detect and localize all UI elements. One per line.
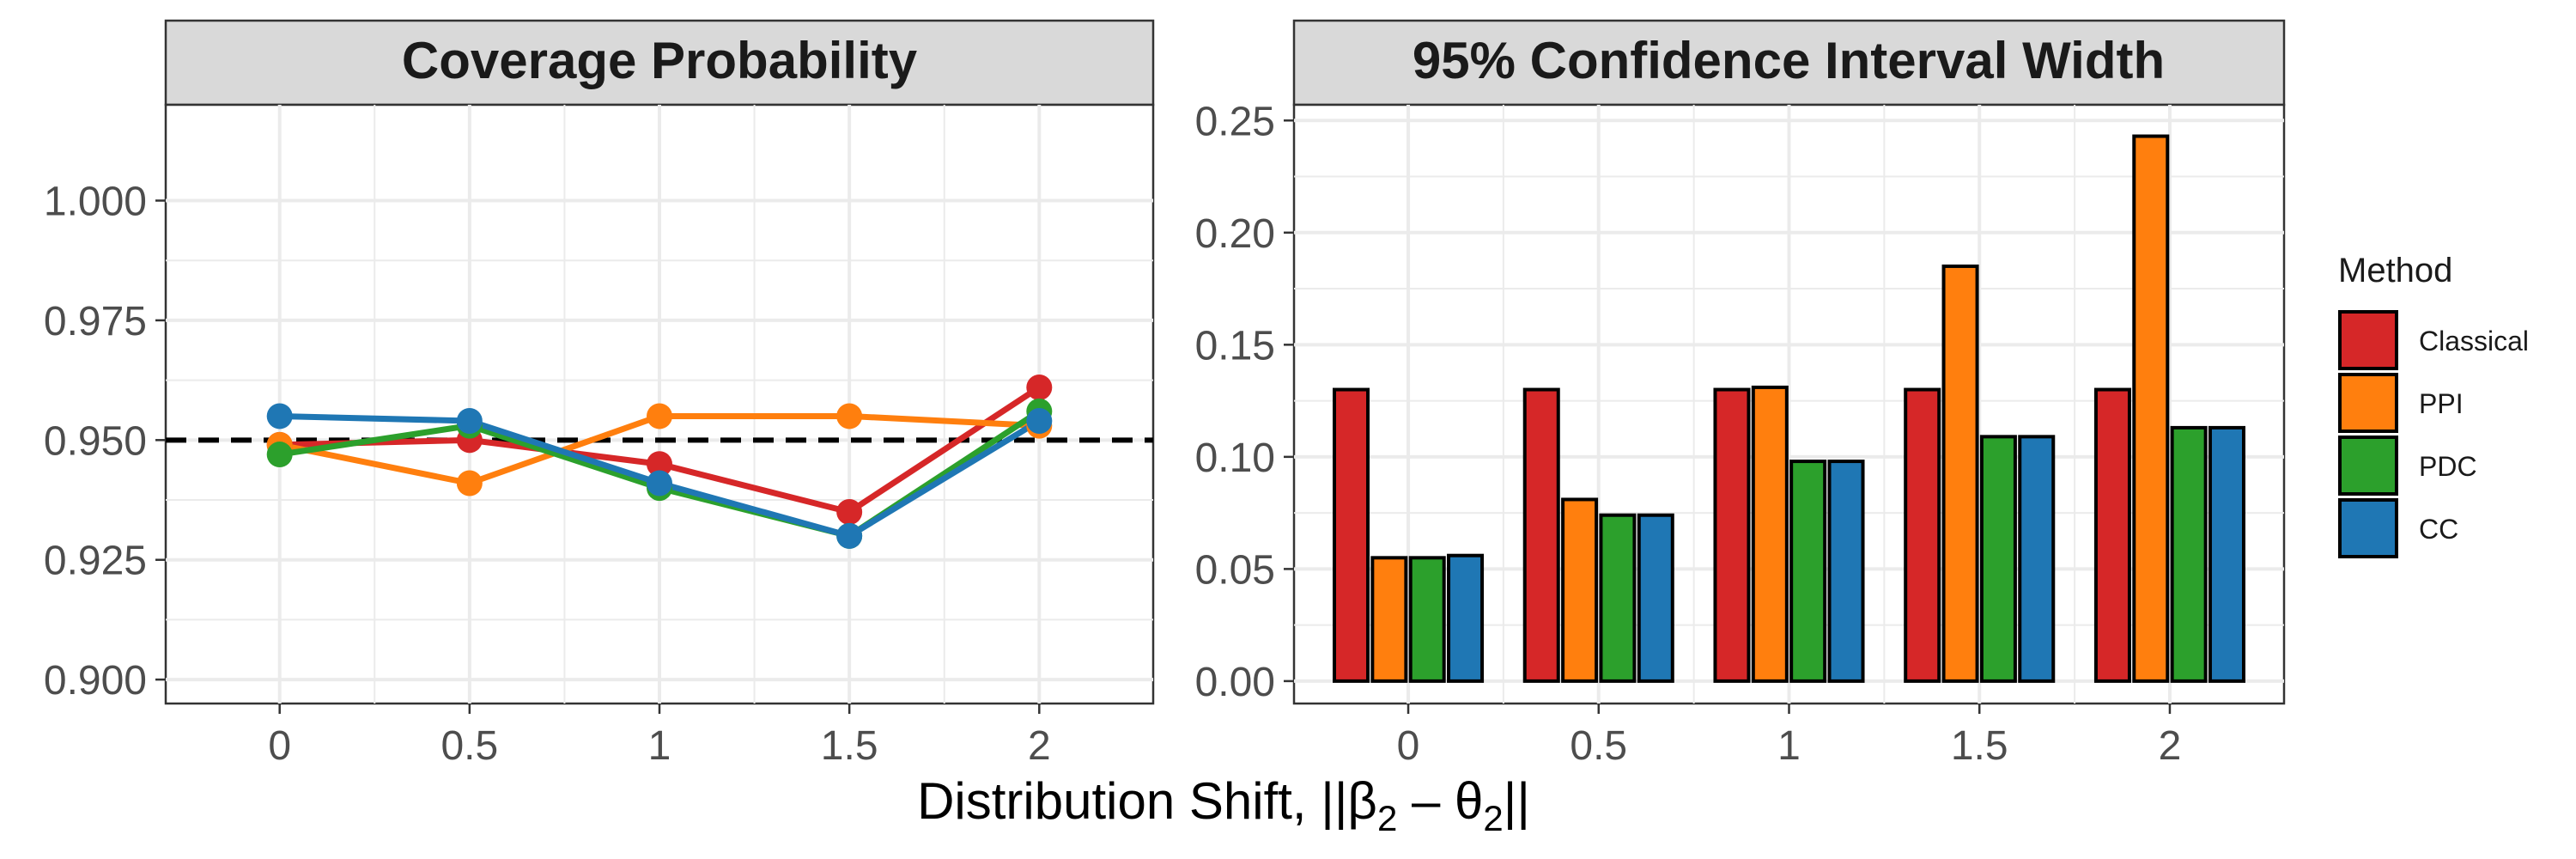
coverage-title: Coverage Probability	[402, 32, 918, 89]
x-axis-label-sub1: 2	[1377, 798, 1397, 838]
coverage-series-points	[266, 374, 1053, 549]
ci-width-y-tick-label: 0.15	[1195, 323, 1275, 369]
ci-width-bar-pdc	[2170, 425, 2208, 683]
coverage-point-cc	[647, 470, 672, 497]
ci-width-bar-classical	[1333, 387, 1370, 683]
ci-width-x-tick-label: 0.5	[1570, 723, 1627, 769]
coverage-point-pdc	[266, 442, 293, 468]
ci-width-strip	[1292, 19, 2286, 107]
coverage-x-tick-label: 1	[648, 723, 671, 769]
coverage-point-cc	[456, 408, 483, 435]
ci-width-bar-ppi	[1941, 264, 1979, 683]
x-axis-label: Distribution Shift, ||β2 – θ2||	[917, 772, 1530, 838]
legend-label-classical: Classical	[2419, 326, 2529, 356]
ci-width-x-tick-label: 2	[2159, 723, 2182, 769]
legend-label-cc: CC	[2419, 514, 2458, 545]
ci-width-x-tick-label: 0	[1397, 723, 1420, 769]
coverage-point-ppi	[836, 403, 863, 430]
legend-label-pdc: PDC	[2419, 451, 2477, 482]
ci-width-x-tick-label: 1.5	[1951, 723, 2008, 769]
ci-width-x-ticks: 0 0.5 1 1.5 2	[1397, 704, 2182, 769]
coverage-panel: Coverage Probability 0.900 0.925 0.950 0.97…	[44, 19, 1155, 769]
ci-width-y-tick-label: 0.05	[1195, 547, 1275, 593]
legend-swatch-pdc	[2338, 436, 2398, 496]
ci-width-bar-cc	[1447, 553, 1485, 683]
coverage-point-classical	[647, 451, 672, 478]
ci-width-bar-ppi	[2132, 134, 2170, 683]
x-axis-label-sub2: 2	[1483, 798, 1503, 838]
ci-width-bar-classical	[1904, 387, 1941, 683]
ci-width-bar-classical	[1522, 387, 1560, 683]
coverage-point-cc	[1026, 408, 1053, 435]
ci-width-bar-cc	[1637, 513, 1674, 683]
legend-label-ppi: PPI	[2419, 388, 2464, 419]
legend-items: Classical PPI PDC CC	[2338, 310, 2529, 558]
legend-swatch-cc	[2338, 498, 2398, 558]
x-axis-label-end: ||	[1504, 772, 1530, 830]
coverage-point-ppi	[647, 403, 672, 430]
ci-width-bar-ppi	[1751, 385, 1789, 683]
coverage-point-classical	[1026, 374, 1053, 400]
ci-width-y-tick-label: 0.25	[1195, 99, 1275, 144]
ci-width-y-ticks: 0.00 0.05 0.10 0.15 0.20 0.25	[1195, 99, 1294, 705]
coverage-point-classical	[836, 498, 863, 525]
coverage-y-tick-label: 0.975	[44, 299, 147, 344]
ci-width-x-tick-label: 1	[1777, 723, 1801, 769]
coverage-y-tick-label: 0.950	[44, 418, 147, 464]
ci-width-panel: 95% Confidence Interval Width 0.000.050.…	[1195, 19, 2286, 769]
legend-swatch-classical	[2338, 310, 2398, 370]
ci-width-bar-ppi	[1561, 497, 1599, 683]
legend: Method Classical PPI PDC CC	[2338, 252, 2529, 558]
coverage-point-cc	[836, 522, 863, 549]
coverage-x-tick-label: 0	[268, 723, 291, 769]
ci-width-bar-classical	[1713, 387, 1751, 683]
ci-width-bar-classical	[2093, 387, 2131, 683]
ci-width-y-tick-label: 0.10	[1195, 436, 1275, 481]
ci-width-bars	[1333, 134, 2245, 683]
coverage-y-ticks: 0.900 0.925 0.950 0.975 1.000	[44, 180, 166, 704]
coverage-point-ppi	[456, 470, 483, 497]
coverage-y-tick-label: 1.000	[44, 180, 147, 225]
coverage-x-tick-label: 1.5	[821, 723, 878, 769]
ci-width-title: 95% Confidence Interval Width	[1413, 32, 2165, 89]
ci-width-bar-pdc	[1599, 513, 1637, 683]
coverage-y-tick-label: 0.925	[44, 539, 147, 584]
ci-width-bar-pdc	[1789, 460, 1827, 683]
coverage-x-tick-label: 2	[1028, 723, 1051, 769]
ci-width-bar-cc	[2208, 425, 2245, 683]
coverage-point-cc	[266, 403, 293, 430]
coverage-x-ticks: 0 0.5 1 1.5 2	[268, 704, 1051, 769]
coverage-y-tick-label: 0.900	[44, 658, 147, 704]
ci-width-bar-cc	[1827, 460, 1865, 683]
ci-width-bar-cc	[2018, 435, 2056, 683]
coverage-x-tick-label: 0.5	[440, 723, 498, 769]
ci-width-bar-pdc	[1408, 556, 1446, 683]
ci-width-y-tick-label: 0.00	[1195, 660, 1275, 705]
x-axis-label-mid: – θ	[1397, 772, 1483, 830]
ci-width-y-tick-label: 0.20	[1195, 211, 1275, 257]
x-axis-label-main: Distribution Shift, ||β	[917, 772, 1377, 830]
legend-swatch-ppi	[2338, 373, 2398, 433]
ci-width-bar-ppi	[1370, 556, 1408, 683]
ci-width-bar-pdc	[1979, 435, 2017, 683]
coverage-strip	[164, 19, 1155, 107]
legend-title: Method	[2338, 252, 2452, 289]
